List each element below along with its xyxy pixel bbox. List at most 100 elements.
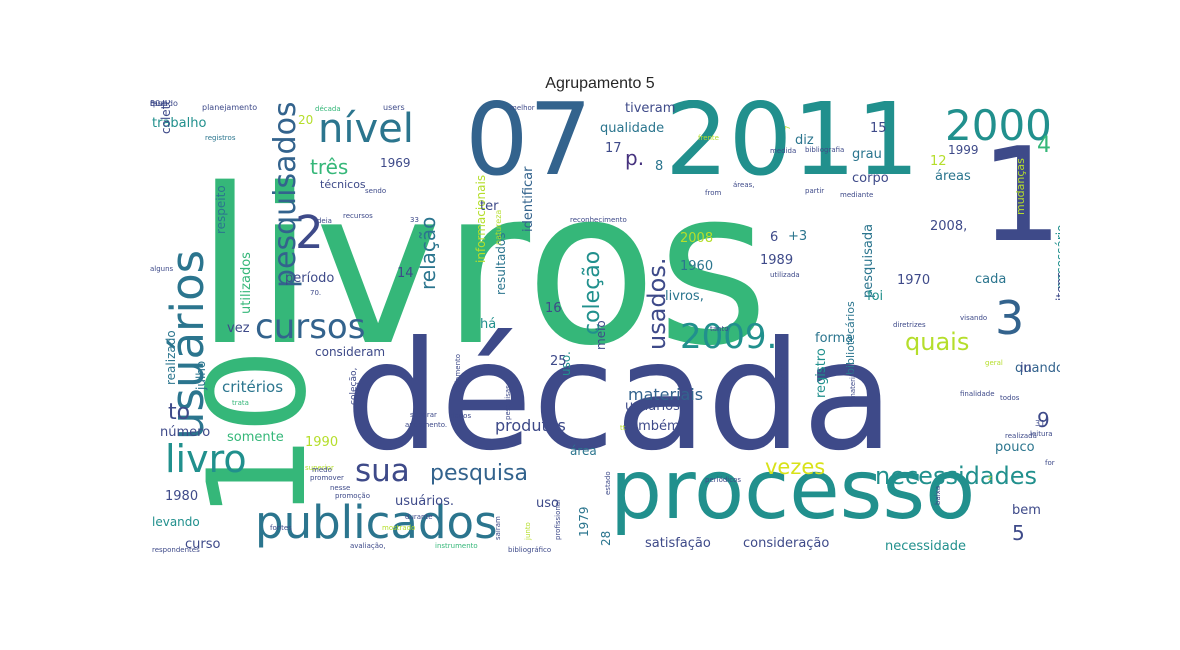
word-quais: quais bbox=[905, 328, 970, 356]
word-materiais: materiais bbox=[628, 385, 704, 404]
word-bibliografico: bibliográfico bbox=[508, 546, 552, 554]
word-for: for bbox=[1045, 459, 1055, 467]
word-tanto: tanto bbox=[710, 325, 729, 333]
word-medo: medo bbox=[312, 466, 332, 474]
word-trata: trata bbox=[232, 399, 249, 407]
word-2009: 2009. bbox=[680, 317, 778, 357]
word-andamento: andamento bbox=[454, 353, 462, 394]
word-estado: estado bbox=[604, 471, 612, 495]
word-1969: 1969 bbox=[380, 156, 411, 170]
word-utilizada: utilizada bbox=[770, 271, 800, 279]
word-14: 14 bbox=[397, 266, 414, 281]
word-1: 1 bbox=[980, 119, 1060, 271]
word-qual: qual bbox=[150, 100, 168, 108]
word-mostrado: mostrado bbox=[382, 524, 416, 532]
word-1999: 1999 bbox=[948, 143, 979, 157]
word-uso: uso bbox=[536, 496, 559, 511]
word-consideracao: consideração bbox=[743, 536, 830, 551]
word-livros: livros bbox=[195, 142, 769, 393]
word-3: 3 bbox=[995, 291, 1025, 345]
word-publicados: publicados bbox=[255, 496, 498, 549]
word-tres: três bbox=[310, 155, 349, 179]
word-itens: itens bbox=[1054, 271, 1060, 301]
word-respondentes: respondentes bbox=[152, 546, 200, 554]
word-z: z bbox=[988, 474, 992, 482]
word-alguns: alguns bbox=[150, 265, 174, 273]
word-finalidade: finalidade bbox=[960, 390, 995, 398]
word-nesse: nesse bbox=[330, 484, 351, 492]
word-70: 70. bbox=[310, 289, 322, 297]
word-realizada: realizada bbox=[1005, 432, 1037, 440]
word-from: from bbox=[705, 189, 722, 197]
word-numero: número bbox=[160, 425, 211, 440]
word-junto: junto bbox=[524, 522, 532, 540]
word-1980: 1980 bbox=[165, 489, 199, 504]
word-livros: livros, bbox=[665, 289, 704, 304]
word-reconhecimento: reconhecimento bbox=[570, 216, 627, 224]
word-mundo: mundo bbox=[150, 100, 178, 108]
word-7: 7 bbox=[784, 125, 792, 130]
word-leitura: leitura bbox=[1030, 430, 1053, 438]
word-curso: curso bbox=[185, 537, 221, 552]
word-livro: livro bbox=[165, 437, 247, 481]
word-fontes: fontes bbox=[270, 524, 292, 532]
word-trabalho: trabalho bbox=[152, 116, 207, 131]
word-areas: áreas bbox=[935, 169, 971, 184]
word-criterios: critérios bbox=[222, 378, 284, 396]
word-nivel: nível bbox=[318, 106, 414, 152]
word-1970: 1970 bbox=[897, 273, 931, 288]
word-17: 17 bbox=[605, 141, 622, 156]
word-levando: levando bbox=[152, 515, 200, 529]
word-2008: 2008, bbox=[930, 219, 968, 234]
word-4: 4 bbox=[1037, 133, 1051, 158]
word-respeito: respeito bbox=[214, 185, 228, 234]
word-3: +3 bbox=[788, 229, 808, 244]
word-ideia: ideia bbox=[315, 217, 332, 225]
word-sua: sua bbox=[355, 453, 410, 489]
word-p: p. bbox=[625, 146, 645, 170]
word-sairam: sairam bbox=[494, 516, 502, 540]
word-produtos: produtos bbox=[495, 416, 566, 435]
word-cursos: cursos bbox=[255, 307, 366, 347]
word-9: 9 bbox=[1037, 408, 1050, 432]
word-pesquisa: pesquisa bbox=[430, 461, 528, 486]
word-users: users bbox=[383, 103, 405, 112]
word-mudancas: mudanças bbox=[1014, 158, 1027, 215]
word-registro: registro bbox=[814, 348, 829, 398]
word-visando: visando bbox=[960, 314, 988, 322]
word-to: to bbox=[168, 400, 191, 425]
word-ter: ter bbox=[480, 199, 499, 214]
word-usuarios: usuários. bbox=[395, 494, 455, 509]
word-utilizados: utilizados bbox=[239, 252, 254, 314]
word-decada: década bbox=[345, 310, 895, 484]
word-planejamento: planejamento bbox=[202, 103, 258, 112]
word-necessidades: necessidades bbox=[875, 462, 1038, 490]
word-processo: processo bbox=[610, 443, 976, 538]
word-realizado: realizado bbox=[164, 330, 178, 385]
word-superior: superior bbox=[305, 464, 334, 472]
word-pouco: pouco bbox=[995, 440, 1035, 455]
word-vez: vez bbox=[227, 321, 250, 336]
word-1960: 1960 bbox=[680, 259, 714, 274]
word-qualidade: qualidade bbox=[600, 121, 665, 136]
word-1990: 1990 bbox=[305, 435, 339, 450]
word-pesquisas: pesquisas bbox=[504, 385, 512, 420]
word-mediante: mediante bbox=[840, 191, 874, 199]
word-tecnicos: técnicos bbox=[320, 178, 366, 191]
word-todos: todos bbox=[1000, 394, 1020, 402]
word-melhor: melhor bbox=[510, 104, 535, 112]
word-16: 16 bbox=[545, 301, 562, 316]
word-bibliotecarios: bibliotecários bbox=[844, 301, 857, 375]
word-recursos: recursos bbox=[343, 212, 373, 220]
word-1979: 1979 bbox=[577, 506, 591, 537]
word-8: 8 bbox=[655, 159, 664, 174]
word-periodo: período bbox=[285, 271, 335, 286]
word-natureza: natureza bbox=[494, 209, 503, 245]
word-frente: frente bbox=[698, 134, 719, 142]
word-corpo: corpo bbox=[852, 171, 889, 186]
word-forma: forma bbox=[815, 331, 854, 346]
word-cada: cada bbox=[975, 272, 1007, 287]
word-pesquisados: pesquisados bbox=[268, 101, 303, 288]
word-30: 30 bbox=[150, 100, 161, 108]
word-quando: quando bbox=[1015, 361, 1060, 376]
